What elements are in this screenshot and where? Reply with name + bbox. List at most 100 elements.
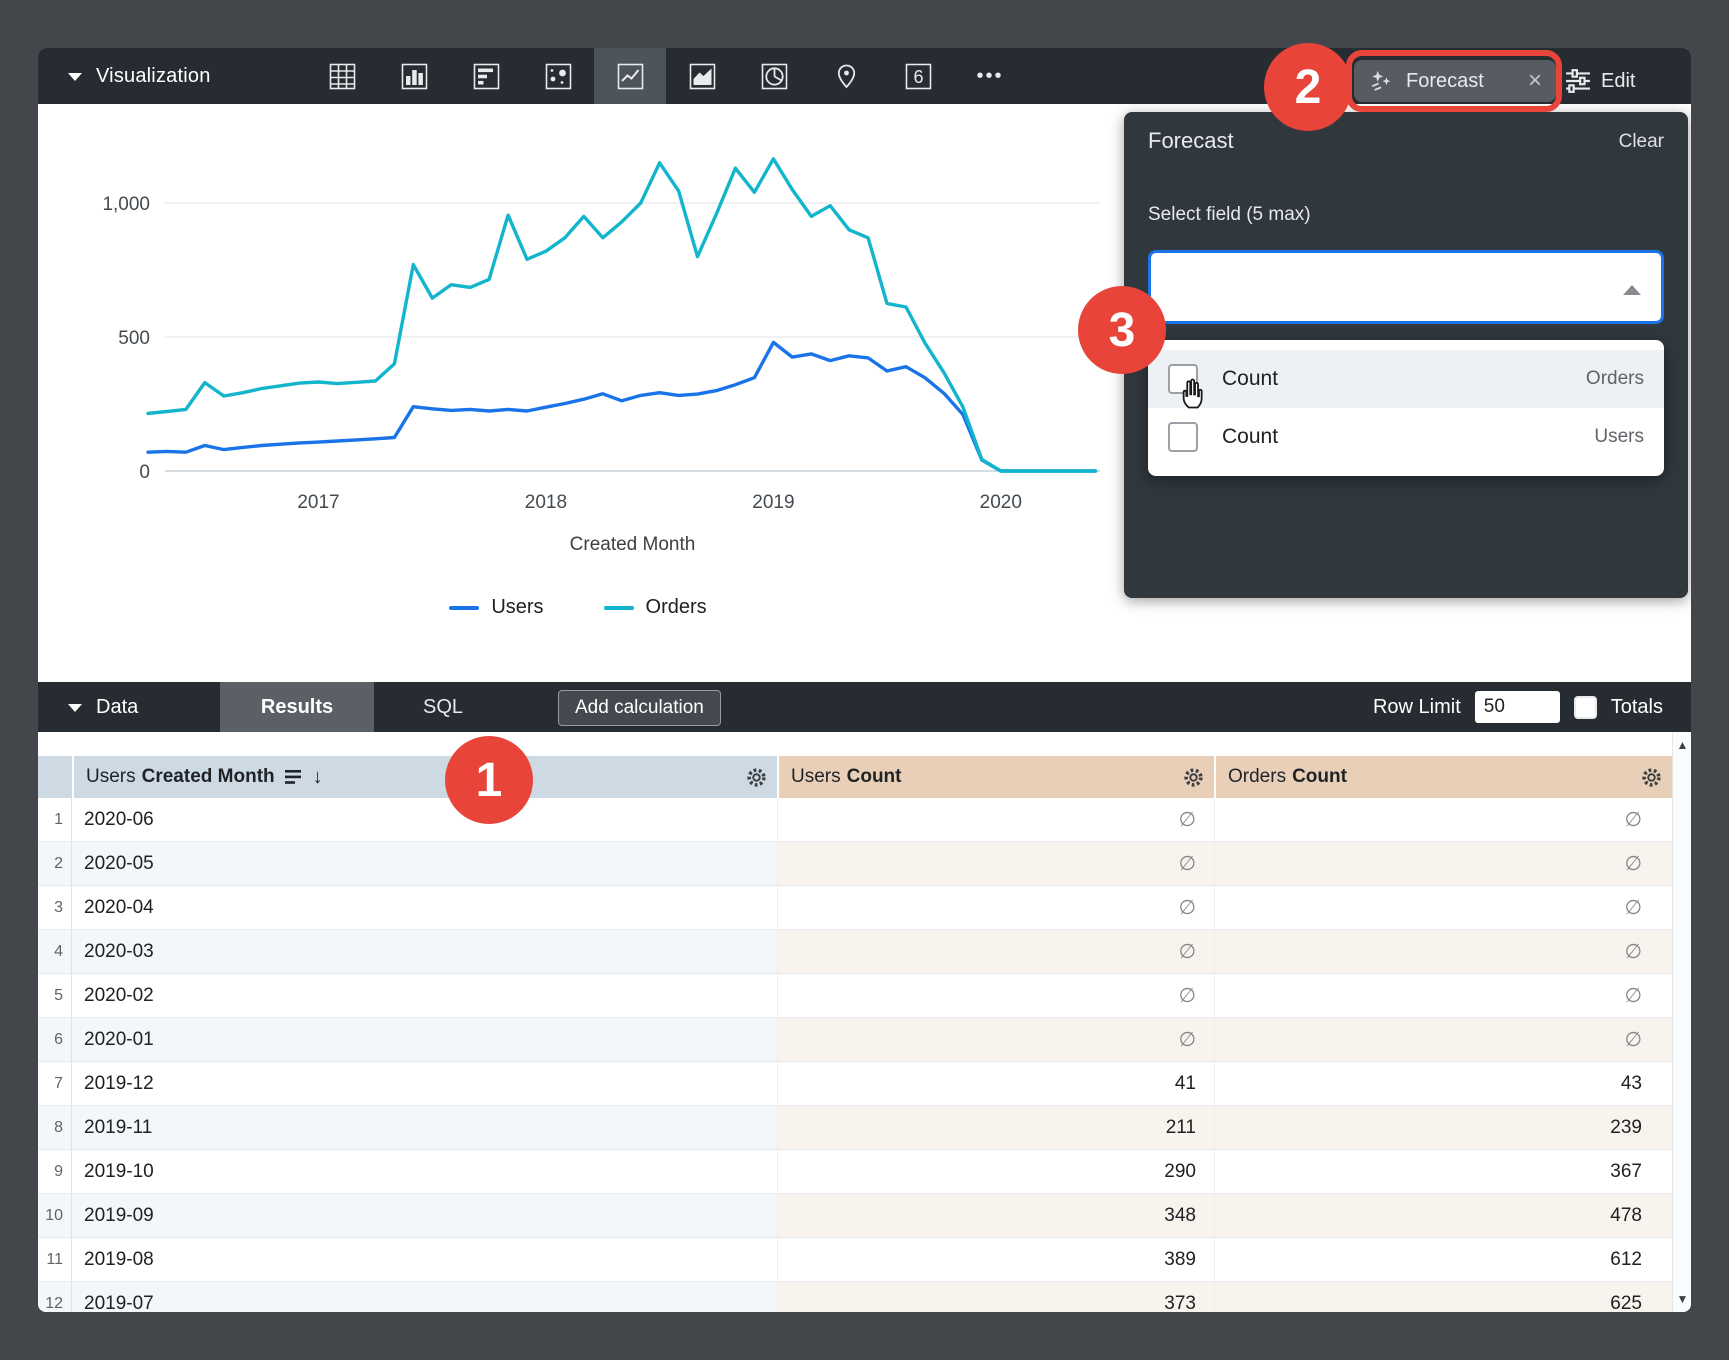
tune-icon [1565, 69, 1591, 93]
users-count-cell[interactable]: 211 [777, 1106, 1214, 1150]
users-count-cell[interactable]: ∅ [777, 930, 1214, 974]
gear-icon[interactable] [1641, 767, 1662, 788]
table-row: 2 2020-05 ∅ ∅ [38, 842, 1672, 886]
orders-count-cell[interactable]: ∅ [1214, 974, 1672, 1018]
tab-results[interactable]: Results [220, 682, 374, 732]
created-month-cell[interactable]: 2020-03 [72, 930, 777, 974]
created-month-cell[interactable]: 2019-12 [72, 1062, 777, 1106]
orders-count-cell[interactable]: ∅ [1214, 1018, 1672, 1062]
row-number: 12 [38, 1282, 72, 1312]
forecast-field-select[interactable] [1148, 250, 1664, 324]
orders-series-swatch [603, 605, 634, 610]
data-bar-right-controls: Row Limit Totals [1373, 682, 1663, 732]
users-count-cell[interactable]: 373 [777, 1282, 1214, 1312]
scroll-up-icon[interactable]: ▲ [1676, 738, 1689, 752]
scroll-down-icon[interactable]: ▼ [1676, 1292, 1689, 1306]
orders-count-cell[interactable]: 367 [1214, 1150, 1672, 1194]
table-chart-icon[interactable] [306, 48, 378, 104]
svg-text:2019: 2019 [752, 492, 794, 513]
orders-count-cell[interactable]: 43 [1214, 1062, 1672, 1106]
gear-icon[interactable] [746, 767, 767, 788]
svg-text:Created Month: Created Month [570, 534, 696, 555]
orders-count-cell[interactable]: 612 [1214, 1238, 1672, 1282]
checkbox-icon[interactable] [1168, 422, 1198, 452]
orders-count-cell[interactable]: ∅ [1214, 842, 1672, 886]
users-count-cell[interactable]: 290 [777, 1150, 1214, 1194]
forecast-button[interactable]: Forecast × [1354, 60, 1556, 102]
orders-count-cell[interactable]: 239 [1214, 1106, 1672, 1150]
explore-window: Visualization [38, 48, 1691, 1312]
tab-sql[interactable]: SQL [422, 695, 464, 718]
more-chart-types-icon[interactable]: ••• [976, 64, 1004, 87]
header-orders-count[interactable]: Orders Count [1214, 756, 1672, 798]
line-chart-icon[interactable] [594, 48, 666, 104]
users-count-cell[interactable]: ∅ [777, 974, 1214, 1018]
pie-chart-icon[interactable] [738, 48, 810, 104]
users-count-cell[interactable]: 41 [777, 1062, 1214, 1106]
gear-icon[interactable] [1183, 767, 1204, 788]
orders-count-cell[interactable]: 625 [1214, 1282, 1672, 1312]
users-count-cell[interactable]: 348 [777, 1194, 1214, 1238]
sort-desc-icon[interactable]: ↓ [312, 765, 323, 788]
created-month-cell[interactable]: 2019-09 [72, 1194, 777, 1238]
collapse-caret-icon[interactable] [68, 704, 82, 712]
table-row: 10 2019-09 348 478 [38, 1194, 1672, 1238]
forecast-button-label: Forecast [1406, 69, 1484, 92]
forecast-option[interactable]: Count Users [1148, 408, 1664, 466]
edit-button[interactable]: Edit [1565, 65, 1635, 97]
created-month-cell[interactable]: 2020-06 [72, 798, 777, 842]
svg-text:2020: 2020 [980, 492, 1022, 513]
close-icon[interactable]: × [1527, 67, 1542, 94]
hand-cursor-icon [1176, 376, 1212, 417]
orders-count-cell[interactable]: ∅ [1214, 798, 1672, 842]
totals-checkbox[interactable] [1573, 695, 1597, 719]
collapse-caret-icon[interactable] [68, 73, 82, 81]
legend-item-orders[interactable]: Orders [603, 596, 707, 619]
created-month-cell[interactable]: 2020-01 [72, 1018, 777, 1062]
bar-chart-icon[interactable] [450, 48, 522, 104]
single-value-chart-icon[interactable]: 6 [882, 48, 954, 104]
created-month-cell[interactable]: 2020-02 [72, 974, 777, 1018]
row-number: 8 [38, 1106, 72, 1150]
row-number: 11 [38, 1238, 72, 1282]
users-count-cell[interactable]: 389 [777, 1238, 1214, 1282]
add-calculation-button[interactable]: Add calculation [558, 690, 721, 726]
legend-label-users: Users [491, 596, 544, 618]
clear-button[interactable]: Clear [1618, 131, 1664, 152]
created-month-cell[interactable]: 2020-05 [72, 842, 777, 886]
created-month-cell[interactable]: 2019-11 [72, 1106, 777, 1150]
subtotal-icon[interactable] [284, 769, 305, 785]
created-month-cell[interactable]: 2019-08 [72, 1238, 777, 1282]
header-users-count[interactable]: Users Count [777, 756, 1214, 798]
header-users-created-month[interactable]: Users Created Month ↓ [72, 756, 777, 798]
users-count-cell[interactable]: ∅ [777, 886, 1214, 930]
step-2-badge: 2 [1264, 43, 1352, 131]
select-field-label: Select field (5 max) [1148, 204, 1311, 225]
row-number: 3 [38, 886, 72, 930]
orders-count-cell[interactable]: ∅ [1214, 930, 1672, 974]
visualization-toolbar: Visualization [38, 48, 1691, 104]
users-count-cell[interactable]: ∅ [777, 798, 1214, 842]
table-body: 1 2020-06 ∅ ∅ 2 2020-05 ∅ ∅ 3 2020-04 ∅ … [38, 798, 1672, 1312]
row-limit-input[interactable] [1474, 691, 1560, 723]
table-row: 7 2019-12 41 43 [38, 1062, 1672, 1106]
created-month-cell[interactable]: 2019-10 [72, 1150, 777, 1194]
table-scrollbar[interactable]: ▲ ▼ [1672, 732, 1691, 1312]
created-month-cell[interactable]: 2020-04 [72, 886, 777, 930]
legend-item-users[interactable]: Users [449, 596, 544, 619]
orders-count-cell[interactable]: ∅ [1214, 886, 1672, 930]
option-field-label: Count [1222, 367, 1279, 390]
area-chart-icon[interactable] [666, 48, 738, 104]
forecast-option[interactable]: Count Orders [1148, 350, 1664, 408]
users-count-cell[interactable]: ∅ [777, 1018, 1214, 1062]
column-chart-icon[interactable] [378, 48, 450, 104]
users-count-cell[interactable]: ∅ [777, 842, 1214, 886]
table-row: 5 2020-02 ∅ ∅ [38, 974, 1672, 1018]
created-month-cell[interactable]: 2019-07 [72, 1282, 777, 1312]
forecast-field-options: Count Orders Count Users [1148, 340, 1664, 476]
visualization-section-label: Visualization [96, 65, 211, 87]
scatter-chart-icon[interactable] [522, 48, 594, 104]
row-number: 10 [38, 1194, 72, 1238]
orders-count-cell[interactable]: 478 [1214, 1194, 1672, 1238]
map-chart-icon[interactable] [810, 48, 882, 104]
